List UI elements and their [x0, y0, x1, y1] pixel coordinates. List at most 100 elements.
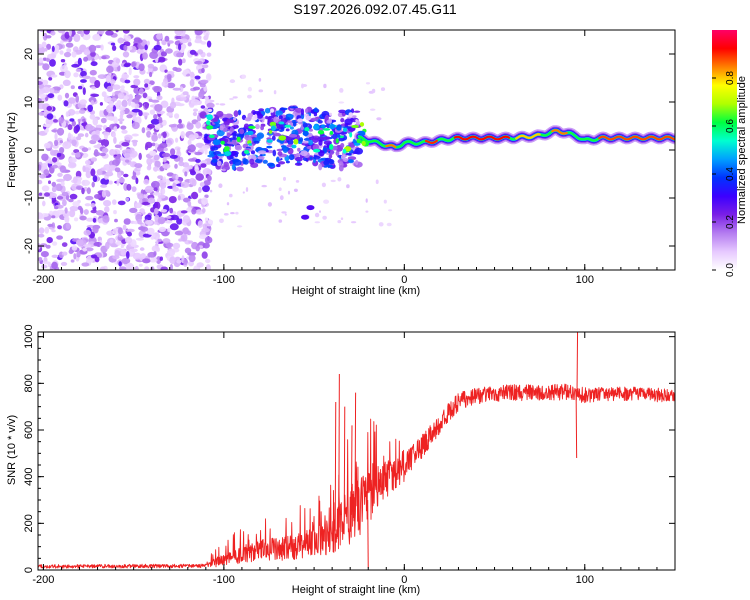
spectrogram-bright-spot — [336, 125, 342, 131]
spectrogram-noise-blob — [157, 56, 166, 63]
spectrogram-noise-blob — [69, 118, 75, 122]
spectrogram-faint-blob — [319, 210, 321, 213]
spectrogram-faint-blob — [207, 219, 214, 224]
spectrogram-noise-blob — [75, 95, 79, 103]
snr-spike — [350, 425, 353, 515]
spectrogram-noise-blob — [38, 233, 45, 238]
spectrogram-bright-spot — [329, 143, 334, 150]
spectrogram-noise-blob — [176, 259, 182, 264]
spectrogram-noise-blob — [111, 45, 117, 51]
spectrogram-noise-blob — [149, 109, 156, 115]
snr-spike — [334, 401, 337, 532]
spectrogram-faint-blob — [295, 180, 300, 183]
spectrogram-transition-blob — [233, 117, 237, 121]
spectrogram-bright-spot — [206, 125, 214, 130]
spectrogram-x-tick-label: -100 — [213, 274, 235, 286]
spectrogram-noise-blob — [187, 41, 192, 47]
spectrogram-transition-blob — [250, 150, 256, 155]
spectrogram-noise-blob — [94, 256, 100, 263]
spectrogram-noise-blob — [56, 196, 64, 200]
spectrogram-bright-spot — [212, 139, 221, 146]
spectrogram-noise-blob — [52, 241, 58, 246]
spectrogram-transition-blob — [335, 150, 340, 156]
spectrogram-noise-blob — [200, 41, 207, 45]
spectrogram-x-axis-label: Height of straight line (km) — [292, 285, 420, 297]
spectrogram-transition-blob — [237, 109, 242, 116]
spectrogram-noise-blob — [118, 266, 127, 270]
spectrogram-noise-blob — [207, 175, 212, 182]
spectrogram-noise-blob — [144, 185, 154, 194]
spectrogram-y-tick-label: 10 — [23, 96, 35, 108]
spectrogram-noise-blob — [175, 174, 179, 180]
spectrogram-noise-blob — [131, 61, 136, 68]
spectrogram-noise-blob — [179, 86, 184, 92]
spectrogram-bright-spot — [337, 134, 341, 138]
spectrogram-noise-blob — [120, 85, 125, 90]
spectrogram-noise-blob — [42, 32, 48, 41]
spectrogram-noise-blob — [149, 51, 159, 59]
spectrogram-noise-blob — [60, 40, 64, 45]
spectrogram-noise-blob — [204, 158, 213, 165]
spectrogram-noise-blob — [202, 168, 212, 176]
spectrogram-transition-blob — [273, 116, 279, 123]
spectrogram-noise-blob — [202, 185, 210, 193]
spectrogram-noise-blob — [124, 62, 132, 67]
spectrogram-transition-blob — [272, 149, 277, 157]
spectrogram-noise-blob — [182, 91, 189, 96]
spectrogram-noise-blob — [202, 208, 206, 213]
spectrogram-noise-blob — [38, 227, 45, 234]
spectrogram-noise-blob — [90, 93, 100, 98]
spectrogram-noise-blob — [100, 44, 104, 51]
spectrogram-bright-spot — [248, 125, 256, 129]
spectrogram-faint-blob — [229, 79, 236, 84]
spectrogram-noise-blob — [121, 73, 129, 79]
spectrogram-noise-blob — [186, 166, 193, 170]
spectrogram-transition-blob — [311, 137, 319, 144]
spectrogram-noise-blob — [115, 58, 121, 64]
spectrogram-noise-blob — [54, 206, 59, 210]
spectrogram-bright-spot — [224, 146, 230, 151]
spectrogram-noise-blob — [71, 245, 78, 251]
spectrogram-noise-blob — [50, 74, 58, 78]
spectrogram-noise-blob — [166, 73, 172, 80]
spectrogram-noise-blob — [59, 147, 65, 154]
spectrogram-noise-blob — [201, 227, 210, 233]
spectrogram-noise-blob — [160, 51, 167, 57]
spectrogram-noise-blob — [133, 75, 140, 79]
spectrogram-noise-blob — [115, 30, 119, 33]
spectrogram-transition-blob — [276, 148, 283, 152]
spectrogram-noise-blob — [154, 123, 161, 130]
spectrogram-noise-blob — [144, 266, 150, 270]
spectrogram-noise-blob — [170, 214, 179, 221]
spectrogram-faint-blob — [302, 84, 308, 87]
spectrogram-transition-blob — [325, 164, 334, 168]
spectrogram-noise-blob — [139, 247, 145, 251]
spectrogram-noise-blob — [146, 40, 150, 46]
spectrogram-noise-blob — [69, 205, 79, 212]
spectrogram-faint-blob — [230, 212, 235, 215]
spectrogram-faint-blob — [209, 99, 215, 103]
spectrogram-noise-blob — [153, 86, 163, 93]
spectrogram-noise-blob — [53, 119, 58, 123]
spectrogram-noise-blob — [138, 263, 143, 267]
spectrogram-noise-blob — [129, 207, 138, 213]
spectrogram-noise-blob — [57, 94, 63, 101]
spectrogram-noise-blob — [59, 165, 67, 173]
spectrogram-bright-spot — [278, 121, 285, 125]
spectrogram-bright-spot — [317, 130, 325, 135]
spectrogram-noise-blob — [151, 99, 160, 103]
spectrogram-faint-blob — [323, 199, 330, 204]
spectrogram-noise-blob — [54, 44, 60, 51]
colorbar-tick-label: 0.6 — [725, 119, 736, 133]
spectrogram-bright-spot — [321, 124, 326, 129]
spectrogram-noise-blob — [195, 121, 202, 129]
spectrogram-noise-blob — [38, 179, 43, 185]
spectrogram-noise-blob — [154, 160, 161, 168]
spectrogram-noise-blob — [74, 217, 79, 222]
spectrogram-noise-blob — [121, 141, 130, 147]
spectrogram-noise-blob — [151, 142, 156, 147]
spectrogram-transition-blob — [227, 119, 235, 124]
spectrogram-noise-blob — [142, 258, 151, 264]
spectrogram-noise-blob — [132, 252, 142, 260]
